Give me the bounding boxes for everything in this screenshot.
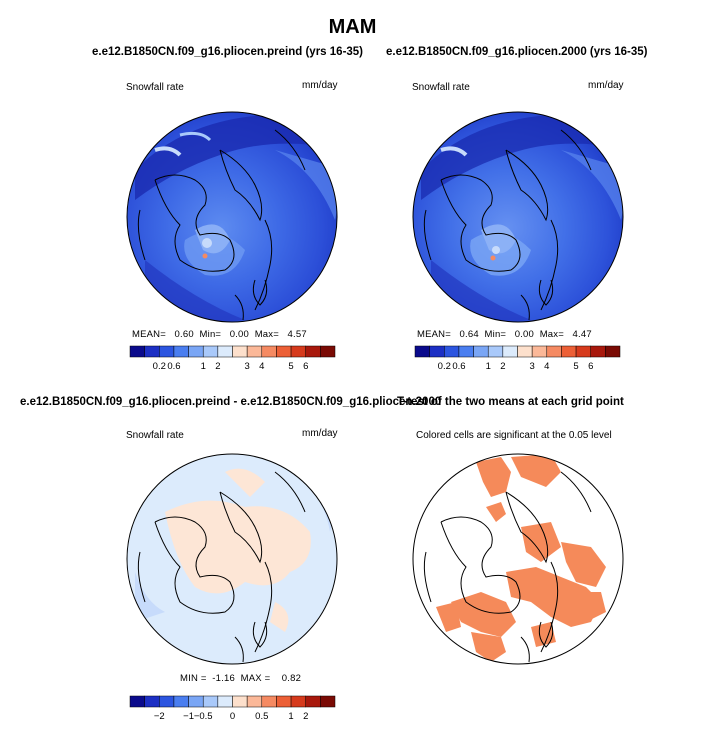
colorbar-swatch xyxy=(202,695,219,708)
colorbar-swatch xyxy=(305,695,321,708)
colorbar-swatch xyxy=(531,345,548,358)
panel-4-map xyxy=(412,453,624,665)
colorbar-swatch xyxy=(129,345,145,358)
panel-3-stats: MIN = -1.16 MAX = 0.82 xyxy=(180,673,302,684)
panel-4-subtitle: Colored cells are significant at the 0.0… xyxy=(416,430,612,441)
panel-1-map xyxy=(126,111,338,323)
figure-title: MAM xyxy=(328,16,377,38)
colorbar-tick-label: −1 xyxy=(183,711,194,722)
colorbar-tick-label: 5 xyxy=(288,361,293,372)
colorbar-swatch xyxy=(290,345,306,358)
panel-1-colorbar: 0.2 0.6 1 2 3 4 5 6 xyxy=(129,345,336,372)
colorbar-swatch xyxy=(217,695,233,708)
colorbar-swatch xyxy=(173,345,189,358)
colorbar-swatch xyxy=(159,345,175,358)
colorbar-swatch xyxy=(458,345,474,358)
panel-2-variable: Snowfall rate xyxy=(412,82,470,93)
colorbar-tick-label: 0.5 xyxy=(255,711,268,722)
colorbar-swatch xyxy=(414,345,430,358)
colorbar-swatch xyxy=(444,345,460,358)
colorbar-swatch xyxy=(305,345,321,358)
colorbar-tick-label: 3 xyxy=(529,361,534,372)
panel-3-units: mm/day xyxy=(302,428,338,439)
panel-2-stats: MEAN= 0.64 Min= 0.00 Max= 4.47 xyxy=(417,329,592,340)
colorbar-swatch xyxy=(246,345,263,358)
colorbar-tick-label: 0.6 xyxy=(167,361,180,372)
colorbar-swatch xyxy=(144,345,160,358)
colorbar-tick-label: 1 xyxy=(288,711,293,722)
panel-3-map xyxy=(126,453,338,665)
colorbar-swatch xyxy=(129,695,145,708)
colorbar-tick-label: 6 xyxy=(588,361,593,372)
panel-1-title: e.e12.B1850CN.f09_g16.pliocen.preind (yr… xyxy=(92,46,364,58)
panel-1-stats: MEAN= 0.60 Min= 0.00 Max= 4.57 xyxy=(132,329,307,340)
colorbar-tick-label: 6 xyxy=(303,361,308,372)
colorbar-tick-label: 2 xyxy=(215,361,220,372)
colorbar-swatch xyxy=(429,345,445,358)
colorbar-tick-label: 0.6 xyxy=(452,361,465,372)
colorbar-swatch xyxy=(290,695,306,708)
colorbar-swatch xyxy=(590,345,606,358)
panel-3-colorbar: −2 −1 −0.5 0 0.5 1 2 xyxy=(129,695,336,722)
colorbar-tick-label: −2 xyxy=(154,711,165,722)
colorbar-swatch xyxy=(159,695,175,708)
colorbar-swatch xyxy=(261,695,277,708)
colorbar-swatch xyxy=(202,345,219,358)
colorbar-swatch xyxy=(502,345,518,358)
colorbar-tick-label: 1 xyxy=(486,361,491,372)
colorbar-swatch xyxy=(320,695,336,708)
colorbar-swatch xyxy=(188,695,204,708)
colorbar-tick-label: 0.2 xyxy=(438,361,451,372)
colorbar-tick-label: 2 xyxy=(500,361,505,372)
panel-3-title: e.e12.B1850CN.f09_g16.pliocen.preind - e… xyxy=(20,396,442,408)
panel-2-map xyxy=(412,111,624,323)
colorbar-tick-label: 0.2 xyxy=(153,361,166,372)
colorbar-swatch xyxy=(232,345,248,358)
colorbar-swatch xyxy=(487,345,504,358)
colorbar-swatch xyxy=(188,345,204,358)
panel-2-units: mm/day xyxy=(588,80,624,91)
colorbar-swatch xyxy=(605,345,621,358)
colorbar-swatch xyxy=(276,345,292,358)
colorbar-swatch xyxy=(246,695,263,708)
colorbar-swatch xyxy=(473,345,489,358)
colorbar-tick-label: 4 xyxy=(544,361,549,372)
colorbar-tick-label: 5 xyxy=(573,361,578,372)
colorbar-tick-label: 1 xyxy=(201,361,206,372)
colorbar-tick-label: 4 xyxy=(259,361,264,372)
colorbar-tick-label: 2 xyxy=(303,711,308,722)
panel-4-title: T-test of the two means at each grid poi… xyxy=(397,396,624,408)
panel-3-variable: Snowfall rate xyxy=(126,430,184,441)
panel-2-title: e.e12.B1850CN.f09_g16.pliocen.2000 (yrs … xyxy=(386,46,648,58)
colorbar-swatch xyxy=(217,345,233,358)
colorbar-tick-label: −0.5 xyxy=(194,711,213,722)
colorbar-tick-label: 0 xyxy=(230,711,235,722)
colorbar-swatch xyxy=(575,345,591,358)
panel-1-units: mm/day xyxy=(302,80,338,91)
panel-1-variable: Snowfall rate xyxy=(126,82,184,93)
colorbar-swatch xyxy=(232,695,248,708)
panel-2-colorbar: 0.2 0.6 1 2 3 4 5 6 xyxy=(414,345,621,372)
colorbar-tick-label: 3 xyxy=(244,361,249,372)
colorbar-swatch xyxy=(320,345,336,358)
colorbar-swatch xyxy=(546,345,562,358)
colorbar-swatch xyxy=(261,345,277,358)
colorbar-swatch xyxy=(144,695,160,708)
colorbar-swatch xyxy=(561,345,577,358)
colorbar-swatch xyxy=(276,695,292,708)
colorbar-swatch xyxy=(173,695,189,708)
colorbar-swatch xyxy=(517,345,533,358)
